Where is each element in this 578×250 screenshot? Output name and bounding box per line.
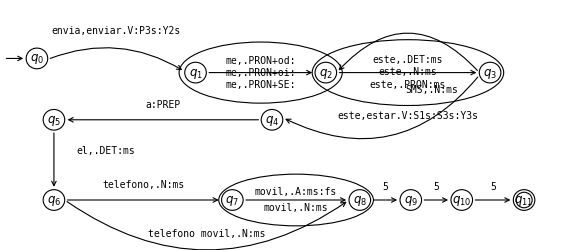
- Text: $q_{0}$: $q_{0}$: [30, 52, 44, 66]
- Text: $q_{6}$: $q_{6}$: [47, 193, 61, 207]
- Text: movil,.A:ms:fs: movil,.A:ms:fs: [255, 186, 337, 196]
- Text: este,.N:ms: este,.N:ms: [379, 67, 438, 77]
- Ellipse shape: [513, 190, 535, 210]
- Ellipse shape: [261, 110, 283, 130]
- Text: $q_{11}$: $q_{11}$: [514, 193, 533, 207]
- Text: el,.DET:ms: el,.DET:ms: [76, 146, 135, 156]
- Text: $q_{10}$: $q_{10}$: [452, 193, 472, 207]
- Ellipse shape: [479, 63, 501, 84]
- Text: este,.DET:ms: este,.DET:ms: [373, 55, 443, 65]
- Text: 5: 5: [490, 181, 496, 191]
- Text: 5: 5: [383, 181, 388, 191]
- Text: este,estar.V:S1s:S3s:Y3s: este,estar.V:S1s:S3s:Y3s: [338, 111, 479, 121]
- Text: $q_{4}$: $q_{4}$: [265, 113, 279, 127]
- Text: envia,enviar.V:P3s:Y2s: envia,enviar.V:P3s:Y2s: [51, 26, 181, 36]
- Text: $q_{8}$: $q_{8}$: [353, 193, 367, 207]
- Text: telefono movil,.N:ms: telefono movil,.N:ms: [148, 228, 266, 238]
- Text: me,.PRON+od:: me,.PRON+od:: [225, 56, 296, 65]
- Text: $q_{1}$: $q_{1}$: [188, 66, 202, 80]
- Ellipse shape: [349, 190, 370, 210]
- Text: me,.PRON+SE:: me,.PRON+SE:: [225, 80, 296, 90]
- Ellipse shape: [400, 190, 421, 210]
- Ellipse shape: [451, 190, 473, 210]
- Text: $q_{5}$: $q_{5}$: [47, 113, 61, 127]
- Text: $q_{2}$: $q_{2}$: [319, 66, 333, 80]
- Text: 5: 5: [434, 181, 439, 191]
- Text: movil,.N:ms: movil,.N:ms: [264, 202, 328, 212]
- Ellipse shape: [221, 190, 243, 210]
- Text: SMS,.N:ms: SMS,.N:ms: [406, 85, 458, 95]
- Text: este,.PRON:ms: este,.PRON:ms: [370, 79, 446, 89]
- Ellipse shape: [315, 63, 336, 84]
- Text: telefono,.N:ms: telefono,.N:ms: [102, 180, 184, 190]
- Ellipse shape: [26, 49, 48, 70]
- Text: $q_{3}$: $q_{3}$: [483, 66, 497, 80]
- Text: a:PREP: a:PREP: [145, 100, 180, 110]
- Text: $q_{9}$: $q_{9}$: [404, 193, 418, 207]
- Ellipse shape: [43, 110, 65, 130]
- Text: $q_{7}$: $q_{7}$: [225, 193, 239, 207]
- Ellipse shape: [43, 190, 65, 210]
- Ellipse shape: [185, 63, 206, 84]
- Text: me,.PRON+oi:: me,.PRON+oi:: [225, 68, 296, 78]
